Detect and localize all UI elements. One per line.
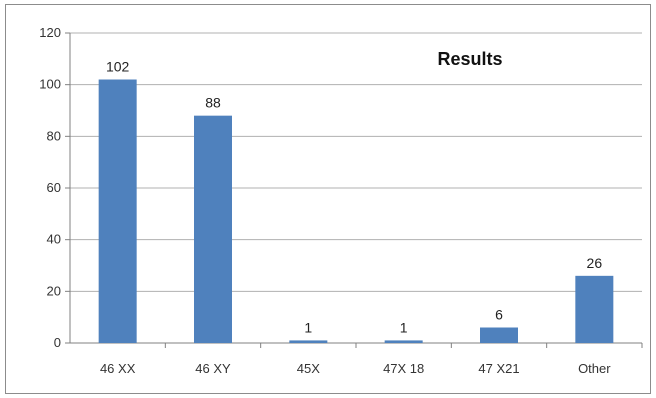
bar xyxy=(289,340,328,343)
y-tick-label: 0 xyxy=(54,335,61,350)
bar xyxy=(480,327,518,343)
bar xyxy=(575,275,614,343)
data-label: 6 xyxy=(495,307,503,323)
y-tick-label: 120 xyxy=(39,25,61,40)
data-labels: 102 88 1 1 6 26 xyxy=(106,59,602,336)
y-tick-labels: 0 20 40 60 80 100 120 xyxy=(39,25,61,350)
data-label: 1 xyxy=(400,319,408,335)
x-tick-label: 47X 18 xyxy=(383,361,424,376)
x-tick-label: Other xyxy=(578,361,611,376)
x-tick-label: 45X xyxy=(297,361,320,376)
y-tick-label: 100 xyxy=(39,77,61,92)
bar xyxy=(384,340,423,343)
data-label: 88 xyxy=(205,95,221,111)
y-tick-label: 40 xyxy=(47,232,61,247)
x-tick-label: 46 XX xyxy=(100,361,136,376)
y-tick-label: 80 xyxy=(47,128,61,143)
data-label: 102 xyxy=(106,59,130,75)
chart-title: Results xyxy=(437,49,502,69)
data-label: 26 xyxy=(587,255,603,271)
bars xyxy=(98,79,614,344)
bar xyxy=(194,115,232,344)
y-tick-label: 20 xyxy=(47,283,61,298)
bar xyxy=(98,79,137,343)
gridlines xyxy=(70,32,642,292)
axes xyxy=(65,32,643,348)
x-tick-labels: 46 XX 46 XY 45X 47X 18 47 X21 Other xyxy=(100,361,611,376)
x-tick-label: 46 XY xyxy=(195,361,231,376)
data-label: 1 xyxy=(304,319,312,335)
y-tick-label: 60 xyxy=(47,180,61,195)
x-tick-label: 47 X21 xyxy=(478,361,519,376)
